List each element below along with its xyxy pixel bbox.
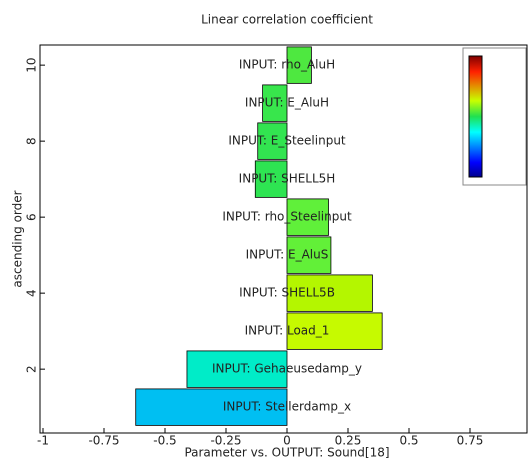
y-tick-label: 8 <box>25 137 39 145</box>
y-tick-label: 2 <box>25 365 39 373</box>
bar-label: INPUT: Stellerdamp_x <box>223 400 351 414</box>
bar-label: INPUT: E_Steelinput <box>228 134 346 148</box>
bar <box>286 236 332 274</box>
x-tick-label: 0.5 <box>399 434 418 448</box>
bar-label: INPUT: Load_1 <box>245 324 330 338</box>
y-tick-label: 4 <box>25 289 39 297</box>
colorbar <box>468 55 483 178</box>
bar-label: INPUT: rho_AluH <box>239 58 335 72</box>
x-tick-label: 0 <box>283 434 291 448</box>
bar <box>186 350 288 388</box>
x-tick-label: -0.25 <box>210 434 241 448</box>
x-tick-label: -0.75 <box>88 434 119 448</box>
bar-label: INPUT: E_AluS <box>246 248 329 262</box>
bar-label: INPUT: SHELL5B <box>239 286 335 300</box>
bar-label: INPUT: rho_Steelinput <box>222 210 352 224</box>
chart-title: Linear correlation coefficient <box>201 13 373 27</box>
bar <box>286 274 373 312</box>
bar <box>257 122 288 160</box>
bar-label: INPUT: E_AluH <box>245 96 329 110</box>
x-tick-label: 0.75 <box>457 434 484 448</box>
x-tick-label: -1 <box>37 434 49 448</box>
x-tick-label: -0.5 <box>153 434 176 448</box>
y-tick-label: 6 <box>25 213 39 221</box>
plot-frame <box>39 44 528 434</box>
bar <box>262 84 288 122</box>
x-axis-label: Parameter vs. OUTPUT: Sound[18] <box>184 446 389 460</box>
bar <box>286 198 329 236</box>
y-tick-label: 10 <box>25 58 39 73</box>
bar <box>254 160 288 198</box>
bar <box>286 312 383 350</box>
bar <box>286 46 312 84</box>
bar-label: INPUT: Gehaeusedamp_y <box>212 362 362 376</box>
x-tick-label: 0.25 <box>335 434 362 448</box>
bar-label: INPUT: SHELL5H <box>239 172 336 186</box>
y-axis-label: ascending order <box>11 190 25 287</box>
bar <box>135 388 288 426</box>
